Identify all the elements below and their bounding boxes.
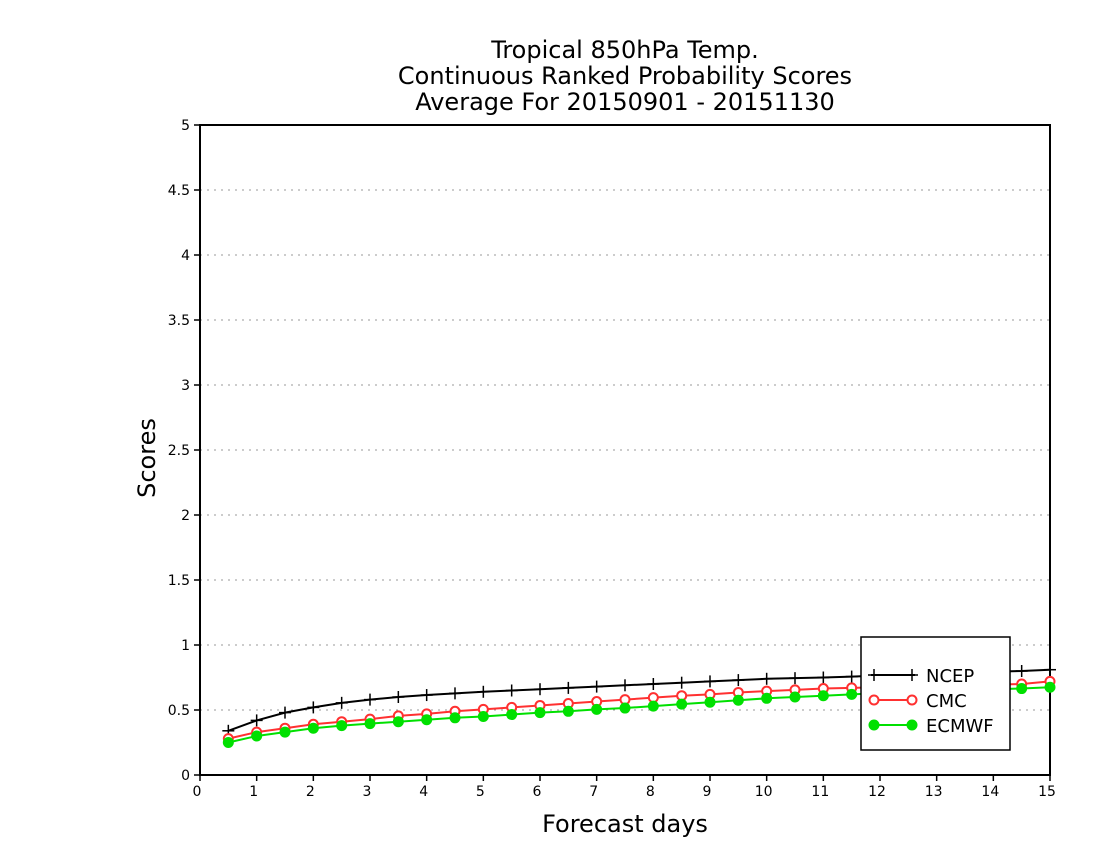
data-point-ecmwf (817, 690, 829, 702)
data-point-ncep (789, 672, 801, 685)
legend-marker-cmc (906, 694, 918, 706)
data-point-ecmwf (534, 707, 546, 719)
data-point-ncep (1044, 663, 1056, 676)
x-tick-label: 4 (419, 784, 428, 800)
data-point-ncep (619, 679, 631, 692)
data-point-ecmwf (392, 716, 404, 728)
legend-label-ecmwf: ECMWF (926, 716, 994, 737)
data-point-ecmwf (222, 737, 234, 748)
data-point-ncep (420, 689, 433, 702)
y-tick-label: 4.5 (168, 183, 190, 199)
data-point-ecmwf (704, 696, 716, 708)
x-tick-label: 0 (193, 784, 202, 800)
legend-item-ncep: NCEP (868, 666, 974, 687)
grid (200, 189, 1050, 711)
data-point-ncep (307, 701, 320, 714)
data-point-ncep (732, 674, 745, 687)
data-point-ecmwf (307, 722, 319, 734)
data-point-ncep (704, 675, 716, 688)
data-point-ncep (647, 678, 660, 690)
data-point-ecmwf (477, 711, 489, 722)
x-tick-label: 2 (306, 784, 315, 800)
legend-item-cmc: CMC (868, 691, 967, 712)
x-tick-label: 11 (811, 784, 829, 800)
data-point-ncep (817, 671, 830, 684)
y-tick-label: 0.5 (168, 703, 190, 719)
x-tick-label: 9 (703, 784, 712, 800)
axis-ticks: 00.511.522.533.544.550 1 2 3 4 5 6 7 8 9 10 11 12 13 1… (168, 118, 1056, 800)
y-tick-label: 3 (181, 378, 190, 394)
y-tick-label: 0 (181, 768, 190, 784)
x-tick-label: 12 (868, 784, 886, 800)
data-point-ecmwf (336, 720, 348, 732)
series-layer (222, 663, 1056, 748)
data-point-ncep (335, 696, 348, 709)
data-point-ncep (534, 683, 546, 696)
data-point-ecmwf (251, 730, 263, 742)
data-point-ncep (364, 693, 376, 706)
x-tick-label: 3 (363, 784, 372, 800)
data-point-ecmwf (789, 691, 801, 703)
data-point-ncep (392, 691, 405, 703)
x-axis-label: Forecast days (542, 810, 708, 838)
data-point-ecmwf (449, 712, 461, 724)
y-tick-label: 2.5 (168, 443, 190, 459)
chart-title-line-2: Continuous Ranked Probability Scores (398, 62, 852, 90)
x-tick-label: 1 (249, 784, 258, 800)
x-tick-label: 7 (589, 784, 598, 800)
legend-item-ecmwf: ECMWF (868, 716, 994, 737)
data-point-ecmwf (1044, 681, 1056, 693)
x-tick-label: 15 (1038, 784, 1056, 800)
data-point-ecmwf (761, 692, 773, 704)
y-tick-label: 1.5 (168, 573, 190, 589)
data-point-ecmwf (676, 698, 688, 710)
data-point-ncep (250, 714, 263, 727)
data-point-ecmwf (506, 709, 518, 721)
legend-marker-ncep (906, 669, 918, 681)
x-tick-label: 10 (755, 784, 773, 800)
legend: NCEP CMC ECMWF (860, 636, 1011, 751)
data-point-ecmwf (562, 705, 574, 717)
legend-label-cmc: CMC (926, 691, 967, 712)
y-tick-label: 1 (181, 638, 190, 654)
data-point-ncep (845, 670, 858, 683)
data-point-ncep (562, 681, 575, 694)
data-point-ncep (590, 680, 603, 693)
data-point-ecmwf (619, 702, 631, 714)
data-point-ncep (505, 684, 518, 697)
x-tick-label: 8 (646, 784, 655, 800)
y-tick-label: 2 (181, 508, 190, 524)
data-point-ecmwf (364, 718, 376, 730)
data-point-ecmwf (421, 714, 433, 726)
legend-marker-cmc (868, 694, 880, 706)
x-tick-label: 5 (476, 784, 485, 800)
data-point-ncep (675, 676, 688, 689)
data-point-ecmwf (1016, 683, 1028, 695)
data-point-ncep (279, 706, 291, 719)
data-point-ecmwf (647, 700, 659, 712)
data-point-ecmwf (846, 688, 858, 700)
y-tick-label: 3.5 (168, 313, 190, 329)
legend-label-ncep: NCEP (926, 666, 974, 687)
data-point-ncep (477, 685, 490, 698)
x-tick-label: 14 (981, 784, 999, 800)
x-tick-label: 13 (925, 784, 943, 800)
legend-box (860, 636, 1011, 751)
legend-marker-ecmwf (906, 719, 918, 731)
data-point-ncep (760, 672, 773, 685)
data-point-ecmwf (732, 694, 744, 706)
data-point-ecmwf (591, 703, 603, 715)
chart-title-line-1: Tropical 850hPa Temp. (490, 36, 759, 64)
legend-marker-ecmwf (868, 719, 880, 731)
y-axis-label: Scores (133, 418, 161, 498)
chart-title-line-3: Average For 20150901 - 20151130 (415, 88, 835, 116)
data-point-ecmwf (279, 726, 291, 738)
data-point-ncep (1015, 665, 1028, 677)
y-tick-label: 4 (181, 248, 190, 264)
legend-marker-ncep (868, 669, 880, 681)
x-tick-label: 6 (533, 784, 542, 800)
data-point-ncep (449, 687, 461, 700)
y-tick-label: 5 (181, 118, 190, 134)
